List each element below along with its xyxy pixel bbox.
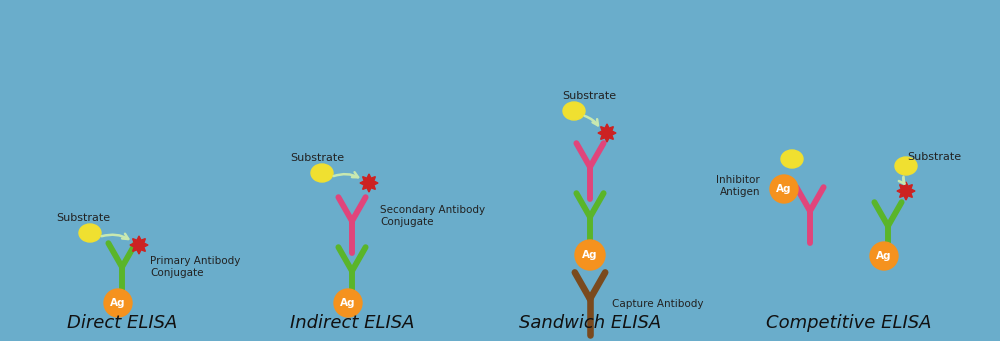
Circle shape [104, 289, 132, 317]
Polygon shape [360, 174, 378, 192]
Text: Substrate: Substrate [290, 153, 344, 163]
Text: Secondary Antibody
Conjugate: Secondary Antibody Conjugate [380, 205, 485, 227]
Text: Direct ELISA: Direct ELISA [67, 314, 177, 332]
Text: Substrate: Substrate [562, 91, 616, 101]
Text: Inhibitor
Antigen: Inhibitor Antigen [716, 175, 760, 197]
Text: Substrate: Substrate [907, 152, 961, 162]
Text: Ag: Ag [876, 251, 892, 261]
Circle shape [870, 242, 898, 270]
Circle shape [334, 289, 362, 317]
Text: Ag: Ag [776, 184, 792, 194]
Text: Ag: Ag [340, 298, 356, 308]
Ellipse shape [781, 150, 803, 168]
Text: Indirect ELISA: Indirect ELISA [290, 314, 414, 332]
Ellipse shape [311, 164, 333, 182]
Ellipse shape [79, 224, 101, 242]
Ellipse shape [895, 157, 917, 175]
Text: Capture Antibody: Capture Antibody [612, 299, 704, 309]
Text: Ag: Ag [110, 298, 126, 308]
Text: Ag: Ag [582, 250, 598, 260]
Polygon shape [130, 236, 148, 254]
Polygon shape [598, 124, 616, 142]
Circle shape [770, 175, 798, 203]
Text: Competitive ELISA: Competitive ELISA [766, 314, 932, 332]
Text: Sandwich ELISA: Sandwich ELISA [519, 314, 661, 332]
Text: Primary Antibody
Conjugate: Primary Antibody Conjugate [150, 256, 240, 278]
Ellipse shape [563, 102, 585, 120]
Circle shape [575, 240, 605, 270]
Polygon shape [897, 182, 915, 200]
Text: Substrate: Substrate [56, 213, 110, 223]
